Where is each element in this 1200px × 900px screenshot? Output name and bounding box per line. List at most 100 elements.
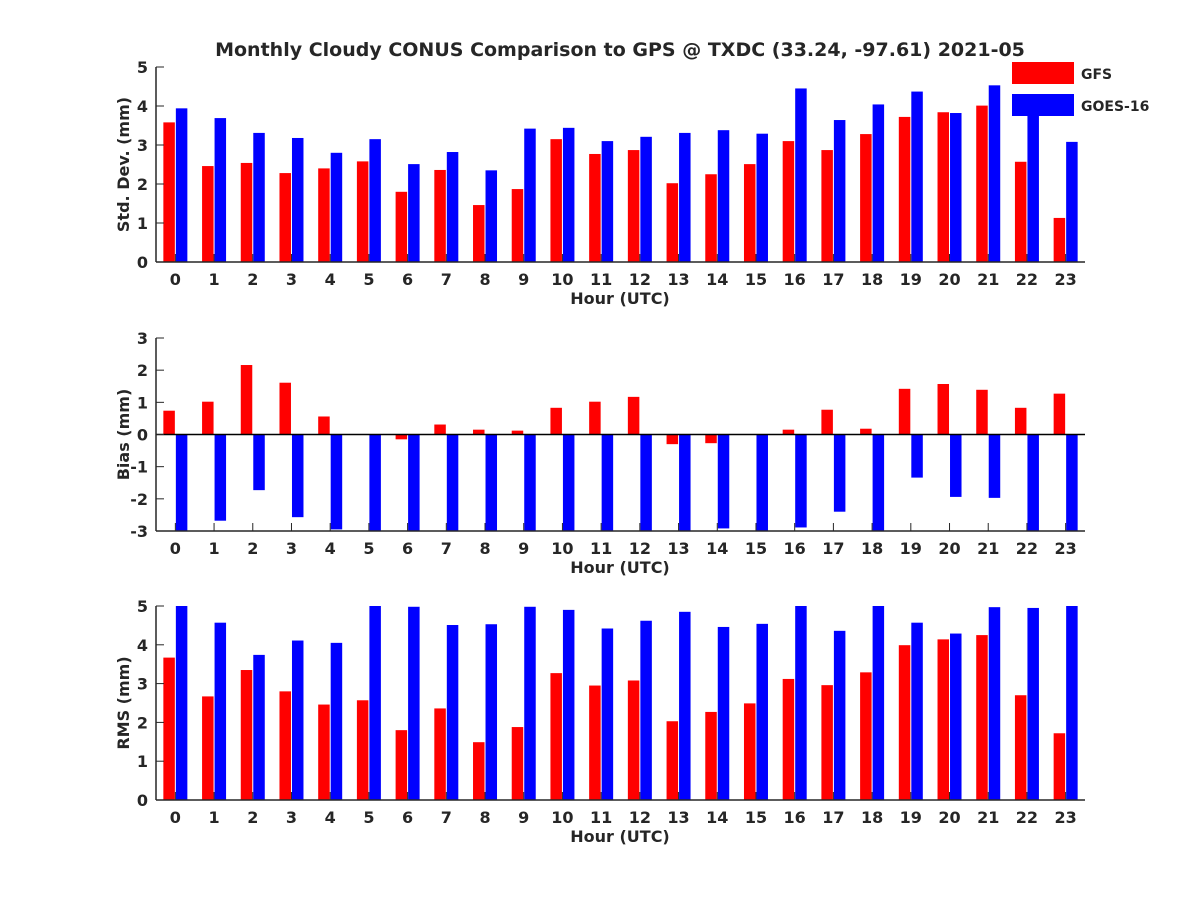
- bar-gfs-hour-17: [821, 409, 833, 435]
- bar-goes-16-hour-17: [833, 630, 846, 800]
- bar-gfs-hour-1: [202, 696, 214, 800]
- x-tick-label: 10: [551, 270, 573, 289]
- bar-gfs-hour-18: [860, 134, 872, 262]
- y-tick-label: 3: [137, 329, 148, 348]
- x-tick-label: 18: [861, 539, 883, 558]
- y-tick-label: 0: [137, 426, 148, 445]
- bar-gfs-hour-0: [163, 657, 175, 800]
- x-tick-label: 15: [745, 270, 767, 289]
- bar-gfs-hour-17: [821, 150, 833, 262]
- bar-goes-16-hour-20: [950, 633, 962, 800]
- bar-goes-16-hour-7: [446, 434, 459, 531]
- bar-goes-16-hour-13: [679, 132, 691, 262]
- x-tick-label: 1: [208, 270, 219, 289]
- bar-gfs-hour-10: [550, 139, 562, 262]
- bar-goes-16-hour-5: [369, 139, 381, 262]
- x-tick-label: 19: [900, 539, 922, 558]
- bar-gfs-hour-8: [473, 742, 485, 800]
- bar-goes-16-hour-11: [601, 628, 614, 800]
- x-tick-label: 12: [629, 808, 651, 827]
- x-tick-label: 0: [170, 270, 181, 289]
- bar-goes-16-hour-23: [1066, 434, 1078, 531]
- y-tick-label: 1: [137, 752, 148, 771]
- bar-goes-16-hour-12: [640, 434, 652, 531]
- bar-gfs-hour-15: [743, 164, 756, 262]
- bar-goes-16-hour-22: [1027, 607, 1039, 800]
- bar-goes-16-hour-5: [369, 434, 381, 531]
- bar-gfs-hour-12: [627, 680, 640, 800]
- bar-gfs-hour-13: [666, 183, 679, 262]
- x-tick-label: 11: [590, 539, 612, 558]
- bar-gfs-hour-19: [898, 116, 911, 262]
- bar-goes-16-hour-9: [524, 128, 536, 262]
- x-tick-label: 13: [667, 808, 689, 827]
- bar-gfs-hour-1: [202, 166, 214, 262]
- y-axis-label: Std. Dev. (mm): [114, 97, 133, 232]
- bar-goes-16-hour-9: [524, 434, 536, 531]
- bar-gfs-hour-9: [511, 727, 524, 800]
- bar-goes-16-hour-10: [562, 127, 575, 262]
- bar-gfs-hour-8: [473, 429, 485, 435]
- bar-goes-16-hour-16: [795, 606, 807, 800]
- bar-goes-16-hour-8: [485, 434, 498, 531]
- x-tick-label: 10: [551, 539, 573, 558]
- bar-gfs-hour-21: [976, 635, 988, 800]
- bar-goes-16-hour-1: [214, 622, 227, 800]
- x-tick-label: 21: [977, 270, 999, 289]
- bar-gfs-hour-23: [1053, 217, 1066, 262]
- y-tick-label: -1: [130, 458, 148, 477]
- bar-goes-16-hour-3: [291, 434, 304, 518]
- x-tick-label: 6: [402, 270, 413, 289]
- bar-gfs-hour-4: [318, 416, 330, 435]
- y-tick-label: 3: [137, 675, 148, 694]
- bar-goes-16-hour-0: [175, 434, 188, 531]
- x-tick-label: 2: [247, 808, 258, 827]
- bar-gfs-hour-10: [550, 407, 562, 435]
- bar-gfs-hour-4: [318, 704, 330, 800]
- x-tick-label: 4: [325, 808, 336, 827]
- bar-gfs-hour-22: [1014, 161, 1027, 262]
- bar-goes-16-hour-10: [562, 609, 575, 800]
- x-tick-label: 3: [286, 270, 297, 289]
- bar-goes-16-hour-15: [756, 623, 768, 800]
- x-tick-label: 22: [1016, 808, 1038, 827]
- bar-gfs-hour-3: [279, 173, 291, 262]
- bar-gfs-hour-4: [318, 168, 330, 262]
- bar-gfs-hour-8: [473, 205, 485, 262]
- y-tick-label: 0: [137, 253, 148, 272]
- bar-goes-16-hour-1: [214, 434, 227, 521]
- x-tick-label: 17: [822, 539, 844, 558]
- bars: [163, 85, 1078, 262]
- bar-gfs-hour-18: [860, 672, 872, 800]
- bar-goes-16-hour-5: [369, 606, 381, 800]
- bar-gfs-hour-17: [821, 685, 833, 800]
- x-tick-label: 23: [1055, 270, 1077, 289]
- x-tick-label: 16: [784, 808, 806, 827]
- bar-goes-16-hour-16: [795, 434, 807, 528]
- bar-gfs-hour-11: [589, 685, 601, 800]
- bar-gfs-hour-6: [395, 191, 408, 262]
- x-tick-label: 1: [208, 808, 219, 827]
- x-tick-label: 13: [667, 270, 689, 289]
- bar-gfs-hour-14: [705, 174, 717, 262]
- x-tick-label: 22: [1016, 539, 1038, 558]
- x-tick-label: 21: [977, 539, 999, 558]
- bar-goes-16-hour-14: [717, 626, 730, 800]
- y-tick-label: 4: [137, 97, 148, 116]
- bar-gfs-hour-13: [666, 721, 679, 800]
- bar-goes-16-hour-12: [640, 136, 652, 262]
- bar-goes-16-hour-4: [330, 434, 343, 530]
- bars: [163, 606, 1078, 800]
- x-tick-label: 15: [745, 808, 767, 827]
- bar-goes-16-hour-2: [253, 434, 265, 491]
- bar-goes-16-hour-23: [1066, 606, 1078, 800]
- bar-gfs-hour-12: [627, 396, 640, 435]
- bar-goes-16-hour-19: [911, 91, 923, 262]
- bar-gfs-hour-20: [937, 383, 950, 435]
- x-tick-label: 12: [629, 270, 651, 289]
- bar-goes-16-hour-6: [408, 434, 420, 531]
- bar-goes-16-hour-4: [330, 152, 343, 262]
- x-tick-label: 9: [518, 808, 529, 827]
